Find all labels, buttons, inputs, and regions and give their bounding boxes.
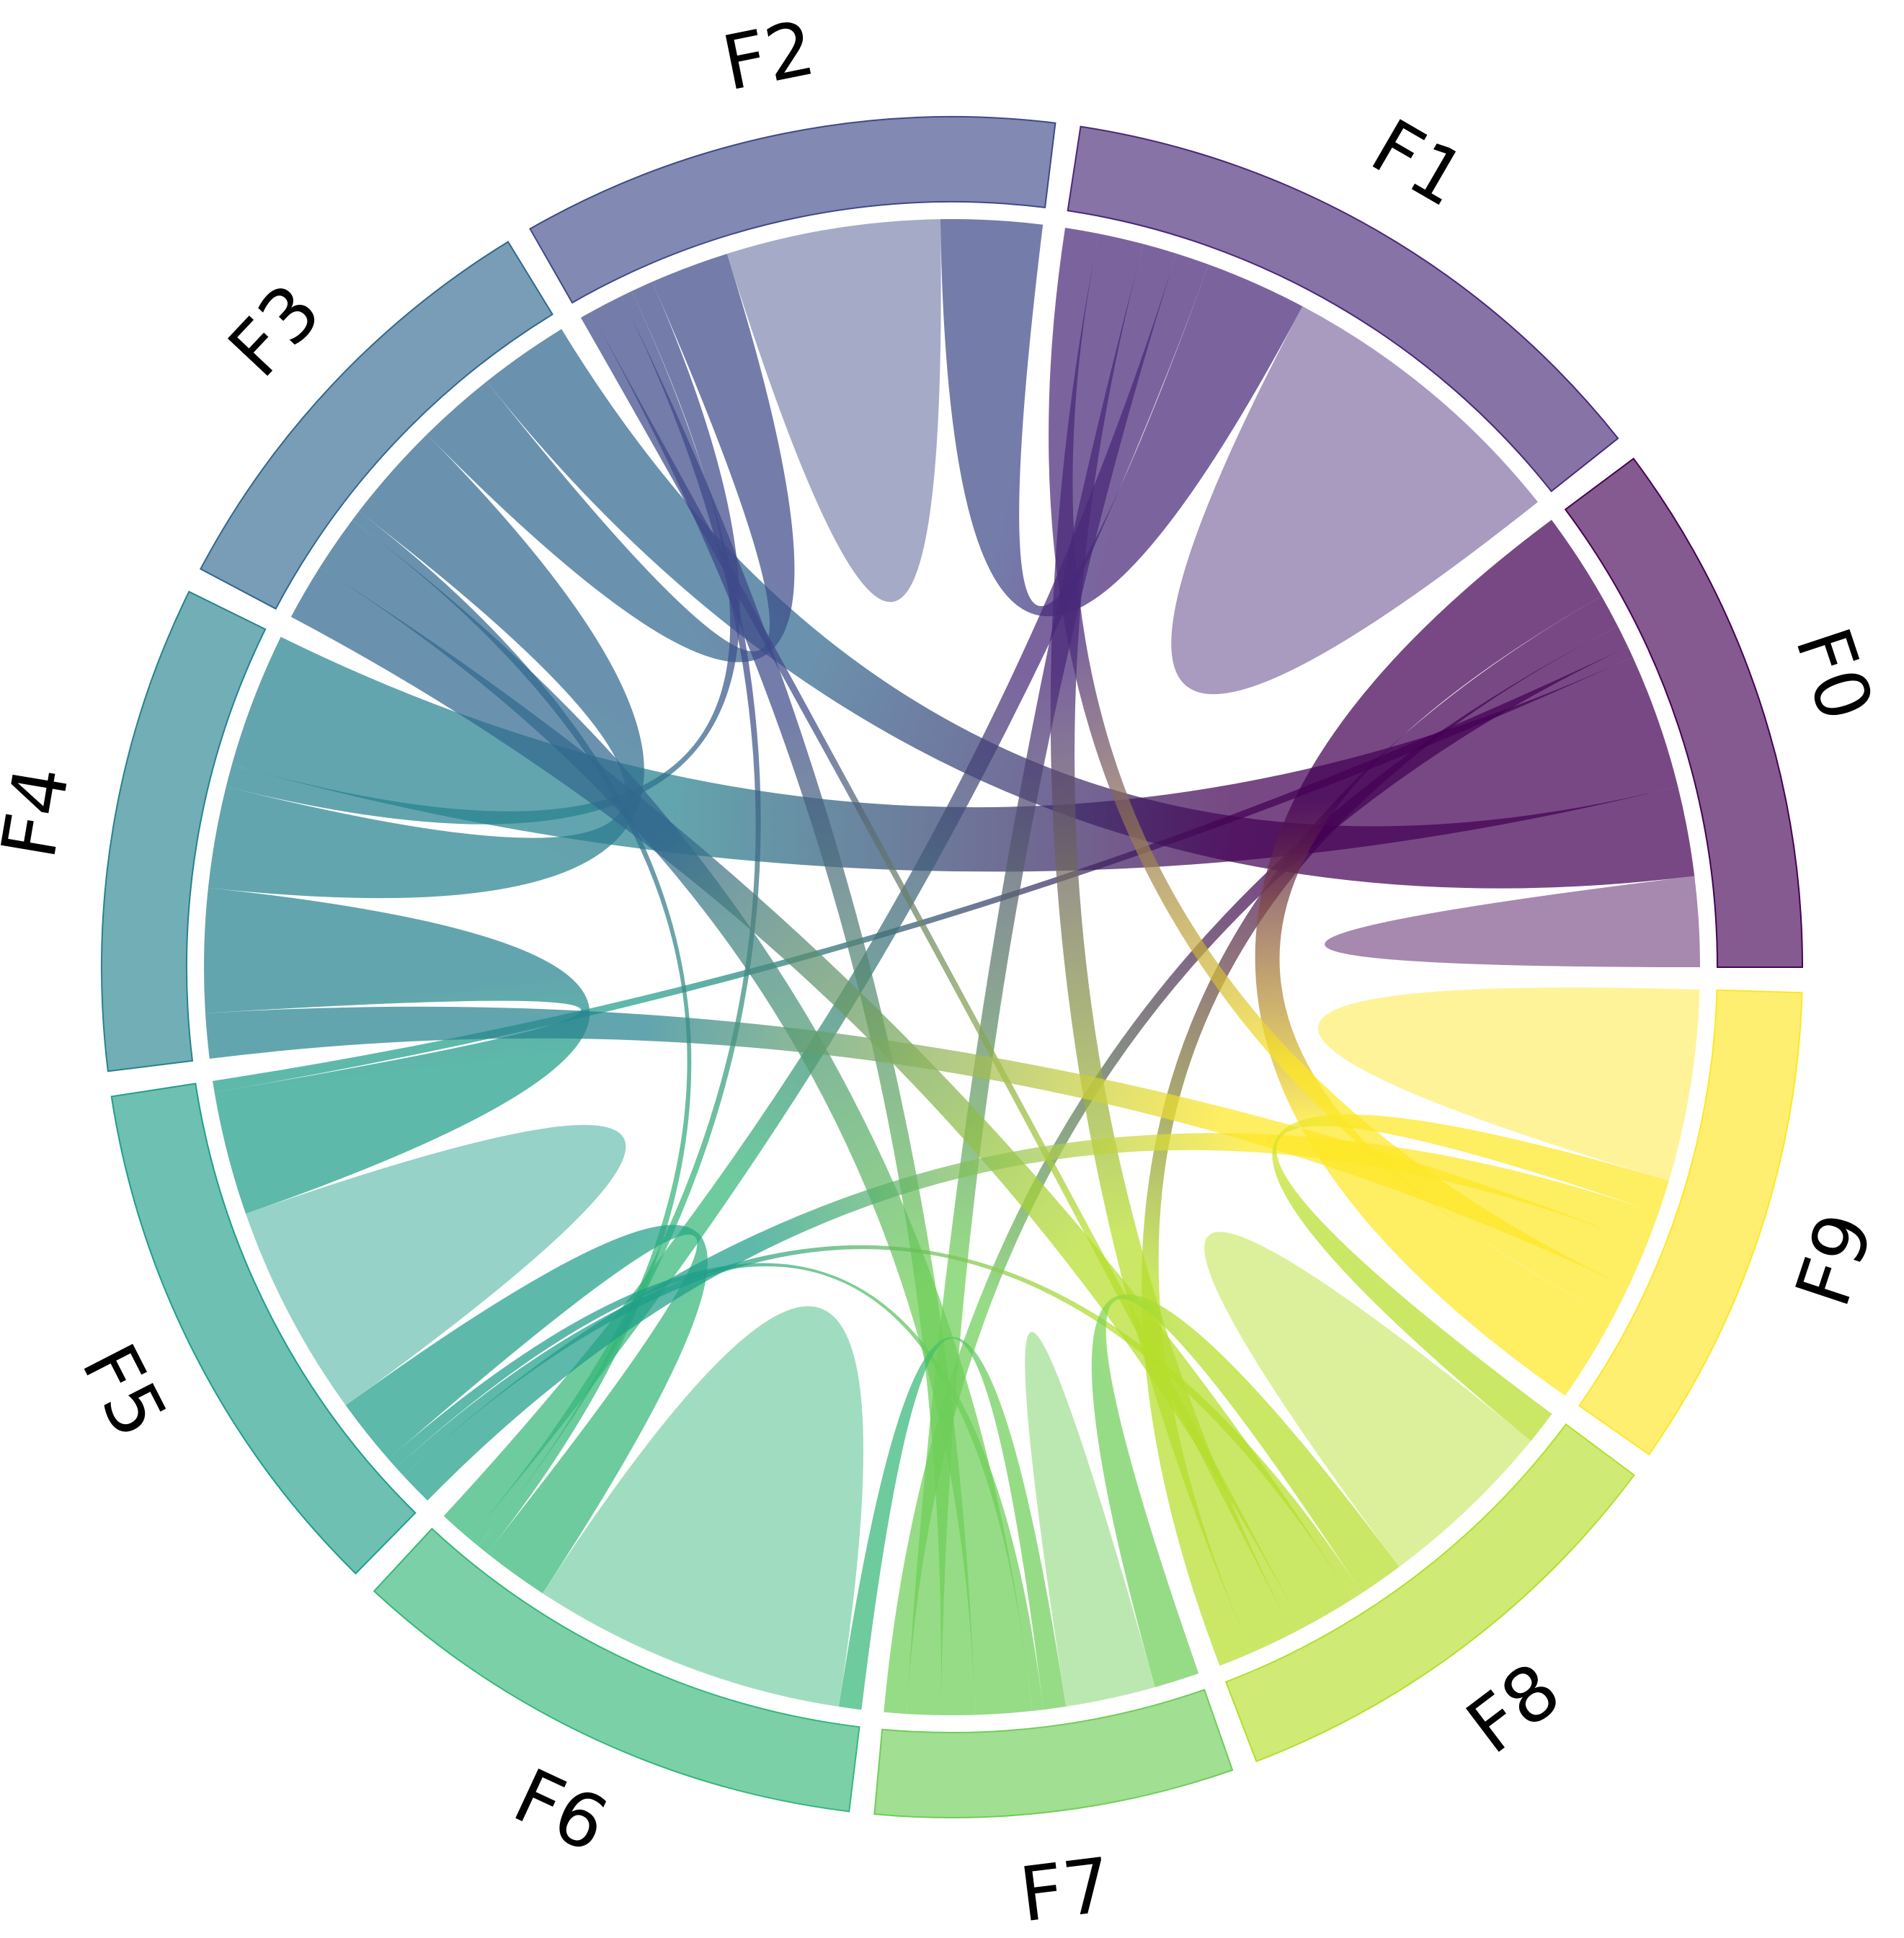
ribbon-f1-f1[interactable]: [1171, 306, 1538, 695]
node-label-f3: F3: [211, 267, 337, 394]
ribbon-f3-f4[interactable]: [208, 434, 644, 899]
ribbon-f7-f8[interactable]: [1091, 1294, 1400, 1687]
arc-layer: [101, 116, 1804, 1818]
group-arc-f4[interactable]: [101, 590, 267, 1072]
ribbon-layer: [204, 219, 1700, 1716]
node-label-f0: F0: [1779, 618, 1890, 732]
node-label-f7: F7: [1015, 1841, 1116, 1938]
group-arc-f8[interactable]: [1224, 1423, 1635, 1763]
group-arc-f3[interactable]: [200, 241, 553, 610]
node-label-f6: F6: [501, 1751, 620, 1870]
ribbon-f0-f3[interactable]: [486, 329, 1695, 889]
ribbon-f8-f8[interactable]: [1204, 1232, 1531, 1568]
ribbon-f8-f9[interactable]: [1272, 1114, 1669, 1441]
ribbon-f7-f7[interactable]: [1025, 1332, 1155, 1707]
node-label-f5: F5: [65, 1330, 184, 1452]
group-arc-f6[interactable]: [373, 1527, 860, 1813]
node-label-f4: F4: [0, 760, 86, 865]
ribbon-f1-f7[interactable]: [906, 244, 1177, 1715]
ribbon-f5-f5[interactable]: [245, 1124, 626, 1405]
node-label-f8: F8: [1451, 1646, 1576, 1771]
ribbon-f4-f5[interactable]: [204, 887, 590, 1214]
group-arc-f5[interactable]: [110, 1083, 417, 1575]
group-arc-f1[interactable]: [1067, 125, 1619, 493]
node-label-f2: F2: [716, 4, 822, 107]
ribbon-f0-f8[interactable]: [1142, 596, 1618, 1666]
node-label-f1: F1: [1357, 102, 1480, 224]
ribbon-f0-f9[interactable]: [1255, 520, 1613, 1396]
ribbon-f3-f8[interactable]: [290, 567, 1353, 1628]
ribbon-f5-f8[interactable]: [396, 1245, 1362, 1599]
ribbon-f6-f6[interactable]: [542, 1306, 863, 1707]
ribbon-f0-f0[interactable]: [1325, 876, 1700, 967]
group-arc-f0[interactable]: [1564, 457, 1804, 968]
group-arc-f9[interactable]: [1578, 989, 1803, 1456]
group-arc-f2[interactable]: [529, 116, 1056, 304]
ribbon-f5-f6[interactable]: [345, 1224, 708, 1593]
ribbon-f9-f9[interactable]: [1317, 987, 1700, 1181]
group-arc-f7[interactable]: [873, 1689, 1234, 1818]
ribbon-f1-f9[interactable]: [1049, 227, 1629, 1318]
ribbon-f6-f7[interactable]: [838, 1336, 1067, 1710]
ribbon-f1-f2[interactable]: [940, 219, 1303, 617]
ribbon-f2-f3[interactable]: [427, 254, 795, 662]
ribbon-f2-f2[interactable]: [726, 219, 941, 603]
node-label-f9: F9: [1779, 1203, 1890, 1317]
